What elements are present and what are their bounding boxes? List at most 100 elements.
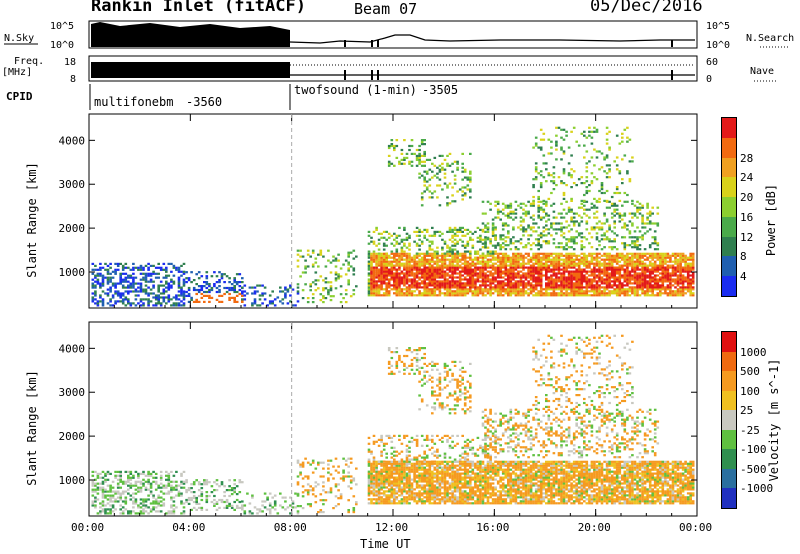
power-cell (456, 292, 459, 295)
power-cell (618, 214, 622, 217)
power-cell (403, 294, 406, 297)
power-cell (425, 188, 429, 191)
power-cell (167, 282, 171, 285)
vel-cell (187, 487, 191, 490)
power-cell (562, 294, 566, 297)
power-cell (162, 284, 166, 287)
power-cell (496, 264, 500, 267)
power-cell (372, 278, 376, 281)
power-cell (545, 220, 548, 223)
power-cell (550, 278, 553, 281)
power-cell (494, 270, 497, 273)
power-cell (600, 292, 604, 295)
power-cell (142, 290, 145, 293)
power-cell (646, 218, 649, 221)
power-cell (684, 260, 687, 263)
power-cell (481, 288, 485, 291)
power-cell (600, 258, 604, 261)
power-cell (339, 267, 343, 270)
power-cell (547, 197, 551, 200)
power-x-ticks (88, 114, 698, 308)
power-cell (393, 274, 396, 277)
power-cell (643, 276, 647, 279)
power-cell (585, 191, 589, 195)
power-cell (433, 292, 437, 295)
power-cell (681, 286, 685, 289)
power-cell (524, 204, 528, 207)
power-cell (476, 236, 480, 239)
power-cell (377, 232, 381, 235)
power-cell (623, 226, 627, 229)
power-cell (393, 238, 396, 241)
power-cell (585, 258, 589, 261)
power-cell (177, 298, 181, 301)
power-cell (504, 206, 508, 209)
power-cell (550, 258, 553, 261)
power-cell (517, 286, 520, 289)
power-cell (494, 216, 497, 219)
power-cell (390, 250, 394, 253)
vel-cell (200, 508, 204, 511)
power-cell (111, 282, 115, 285)
power-cell (651, 264, 654, 267)
vel-cell (215, 508, 219, 511)
power-cell (641, 272, 644, 275)
power-cell (570, 130, 573, 133)
vel-cell (134, 470, 138, 473)
power-cell (347, 279, 350, 282)
power-cell (676, 266, 680, 269)
power-cell (499, 270, 502, 273)
power-cell (656, 266, 660, 269)
vel-cell (203, 483, 206, 486)
power-cell (395, 236, 399, 239)
power-cell (608, 148, 611, 151)
power-cell (623, 214, 627, 217)
power-cell (114, 284, 117, 287)
power-cell (577, 260, 581, 263)
power-cell (514, 212, 518, 215)
power-cell (534, 136, 538, 139)
power-cell (121, 302, 125, 305)
power-cell (461, 166, 464, 169)
power-cell (608, 276, 611, 279)
power-cell (560, 276, 563, 279)
vel-cell (139, 506, 143, 509)
power-cell (182, 280, 186, 283)
vel-cell (99, 510, 102, 513)
power-cell (489, 254, 492, 257)
power-cell (595, 150, 599, 153)
power-cell (463, 192, 467, 195)
power-cell (329, 299, 333, 302)
vel-cell (228, 485, 231, 488)
power-cell (96, 278, 100, 281)
power-cell (458, 272, 462, 275)
vel-cell (144, 510, 148, 513)
power-cell (626, 224, 629, 227)
power-cell (149, 264, 153, 267)
vel-cell (306, 489, 310, 492)
power-cell (375, 228, 378, 231)
power-cell (347, 263, 350, 266)
power-cell (428, 246, 432, 249)
power-cell (507, 284, 510, 287)
power-cell (613, 284, 616, 287)
vel-cell (159, 474, 163, 477)
power-cell (463, 228, 467, 231)
power-cell (481, 292, 485, 295)
power-cell (666, 286, 670, 289)
power-cell (448, 288, 452, 291)
power-cell (676, 270, 680, 273)
power-cell (91, 278, 95, 281)
power-cell (433, 276, 437, 279)
power-cell (557, 222, 561, 225)
power-cell (570, 240, 573, 243)
power-cell (327, 293, 330, 296)
power-cell (534, 170, 538, 173)
power-cell (514, 240, 518, 243)
power-cell (377, 280, 381, 283)
date-title: 05/Dec/2016 (590, 0, 703, 16)
power-cell (377, 258, 381, 261)
vel-cell (238, 500, 242, 504)
power-cell (486, 222, 490, 225)
vel-cell (334, 457, 338, 460)
